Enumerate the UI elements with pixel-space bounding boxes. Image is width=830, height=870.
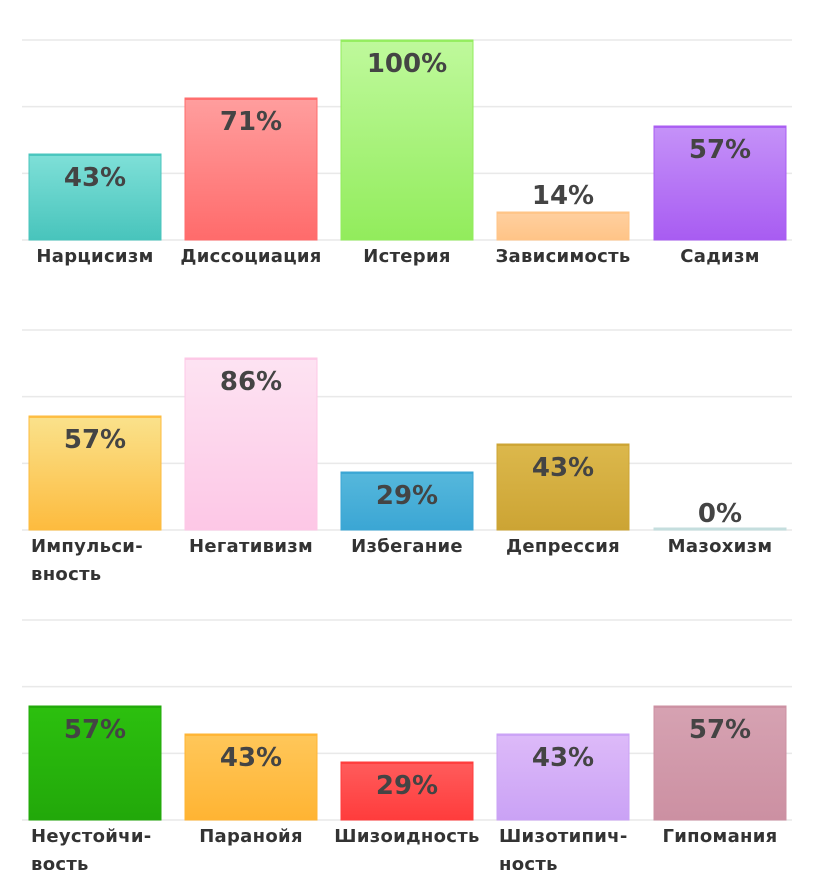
category-label: Шизотипич-ность: [499, 826, 628, 870]
bar: [184, 97, 318, 241]
value-label: 29%: [376, 771, 438, 801]
category-label: Садизм: [680, 246, 759, 267]
bar-chart-2: 57% Импульси-вность 86% Негативизм 29% Избега…: [0, 290, 830, 585]
bar: [340, 761, 474, 821]
bar-top-edge: [497, 444, 629, 446]
bar-top-edge: [654, 528, 786, 530]
bar-top-edge: [497, 212, 629, 214]
value-label: 43%: [220, 743, 282, 773]
category-label: Избегание: [351, 536, 463, 557]
bar-top-edge: [185, 98, 317, 100]
category-label: Депрессия: [506, 536, 620, 557]
category-label: Шизоидность: [334, 826, 479, 847]
bar: [28, 153, 162, 241]
bar: [496, 443, 630, 531]
value-label: 43%: [532, 743, 594, 773]
value-label: 57%: [64, 425, 126, 455]
bar-top-edge: [185, 358, 317, 360]
category-label: Неустойчи-вость: [31, 826, 152, 870]
bar: [28, 415, 162, 531]
chart-3-canvas: 57% Неустойчи-вость 43% Паранойя 29% Шизоидно…: [22, 619, 792, 870]
bar-top-edge: [341, 762, 473, 764]
bar-top-edge: [497, 734, 629, 736]
bar: [496, 733, 630, 821]
category-label: Истерия: [363, 246, 451, 267]
value-label: 86%: [220, 367, 282, 397]
category-label: Зависимость: [495, 246, 630, 267]
bar: [184, 357, 318, 531]
chart-1-canvas: 43% Нарцисизм 71% Диссоциация 100% Истерия 14%…: [22, 39, 792, 267]
bar-top-edge: [341, 40, 473, 42]
bar-top-edge: [29, 416, 161, 418]
value-label: 43%: [64, 163, 126, 193]
category-label: Нарцисизм: [36, 246, 153, 267]
category-label: Мазохизм: [668, 536, 773, 557]
value-label: 0%: [698, 499, 742, 529]
bar: [653, 125, 787, 241]
bar-chart-1: 43% Нарцисизм 71% Диссоциация 100% Истерия 14%…: [0, 0, 830, 290]
bar-top-edge: [654, 126, 786, 128]
bar: [340, 39, 474, 241]
category-label: Негативизм: [189, 536, 313, 557]
bar: [496, 211, 630, 241]
bar: [184, 733, 318, 821]
value-label: 57%: [689, 135, 751, 165]
category-label: Импульси-вность: [31, 536, 143, 585]
value-label: 14%: [532, 181, 594, 211]
category-label: Диссоциация: [180, 246, 321, 267]
bar-top-edge: [654, 706, 786, 708]
value-label: 43%: [532, 453, 594, 483]
value-label: 57%: [64, 715, 126, 745]
bar-top-edge: [29, 154, 161, 156]
value-label: 57%: [689, 715, 751, 745]
chart-2-canvas: 57% Импульси-вность 86% Негативизм 29% Избега…: [22, 329, 792, 585]
category-label: Гипомания: [662, 826, 777, 847]
bar-chart-3: 57% Неустойчи-вость 43% Паранойя 29% Шизоидно…: [0, 580, 830, 870]
value-label: 100%: [367, 49, 447, 79]
value-label: 71%: [220, 107, 282, 137]
bar-top-edge: [29, 706, 161, 708]
bar-top-edge: [185, 734, 317, 736]
bar: [28, 705, 162, 821]
bar: [653, 705, 787, 821]
category-label: Паранойя: [199, 826, 303, 847]
value-label: 29%: [376, 481, 438, 511]
bar-top-edge: [341, 472, 473, 474]
